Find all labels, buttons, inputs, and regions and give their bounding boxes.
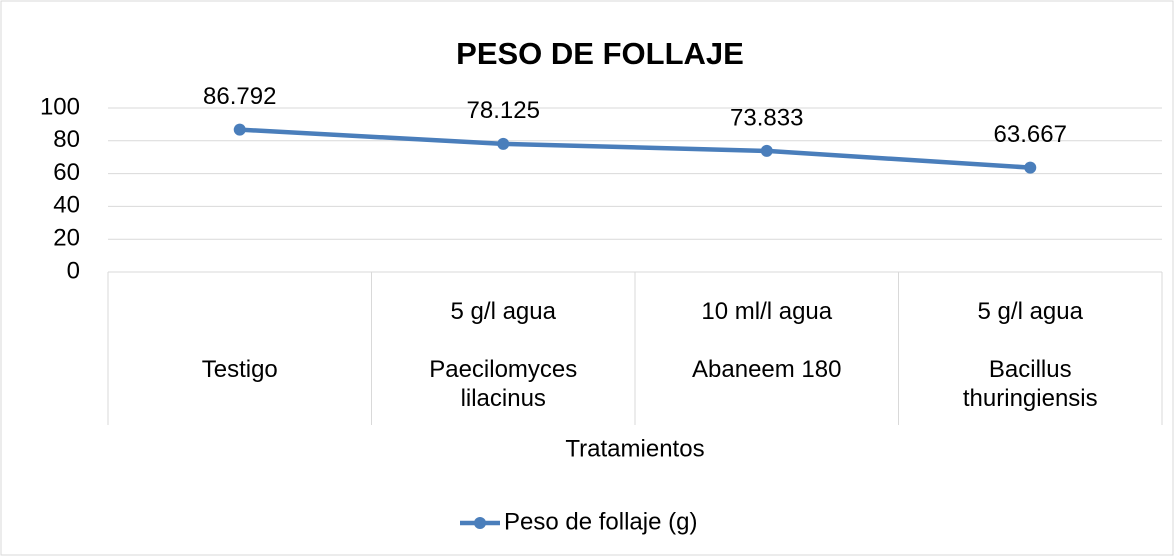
y-tick-label: 0 (67, 257, 80, 284)
x-axis-title: Tratamientos (565, 435, 704, 462)
y-tick-label: 20 (53, 225, 80, 252)
y-tick-label: 40 (53, 192, 80, 219)
y-tick-label: 100 (40, 93, 80, 120)
data-label: 78.125 (467, 97, 540, 124)
category-dose-label: 5 g/l agua (977, 298, 1083, 325)
data-point (1024, 161, 1037, 174)
legend-label: Peso de follaje (g) (504, 508, 697, 535)
data-point (233, 123, 246, 136)
category-dose-label: 5 g/l agua (450, 298, 556, 325)
data-point (760, 144, 773, 157)
data-label: 73.833 (730, 104, 803, 131)
category-dose-label: 10 ml/l agua (701, 298, 833, 325)
x-tick-label: Paecilomyces lilacinus (429, 356, 578, 412)
y-tick-label: 80 (53, 126, 80, 153)
data-label: 63.667 (994, 121, 1067, 148)
x-tick-label: Testigo (201, 356, 278, 383)
legend-marker (474, 517, 486, 529)
x-tick-label: Bacillus thuringiensis (962, 356, 1098, 412)
x-tick-label: Abaneem 180 (692, 356, 842, 383)
series-line (239, 127, 1031, 170)
data-label: 86.792 (203, 83, 276, 110)
chart-title: PESO DE FOLLAJE (456, 36, 744, 71)
y-tick-label: 60 (53, 159, 80, 186)
data-point (497, 137, 510, 150)
